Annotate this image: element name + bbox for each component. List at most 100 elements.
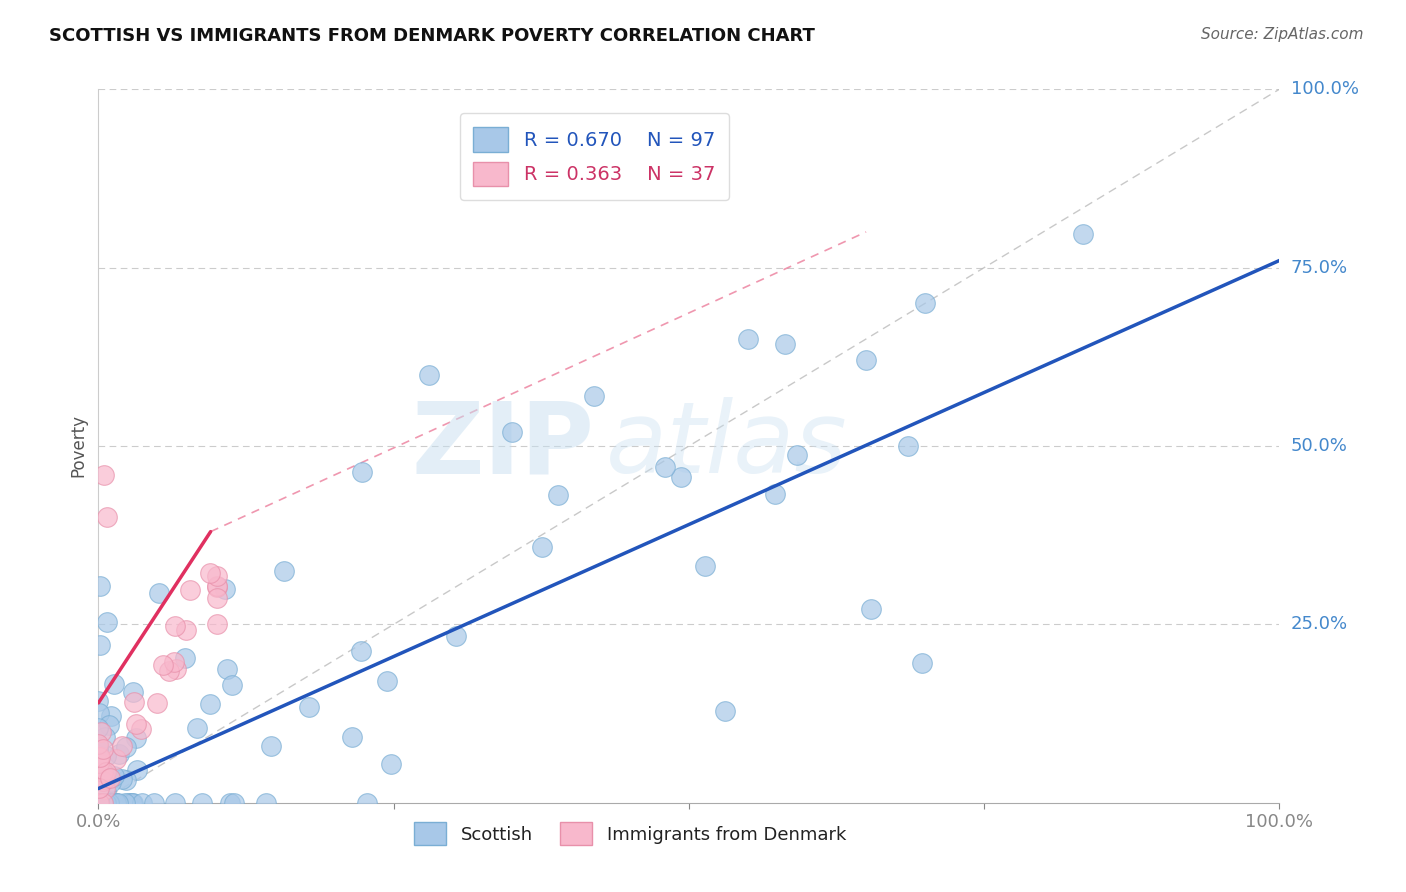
Point: [911, 657, 934, 671]
Point: [176, 623, 198, 637]
Point: [125, 731, 148, 745]
Point: [897, 439, 920, 453]
Point: [103, 677, 125, 691]
Point: [89, 579, 111, 593]
Point: [163, 796, 186, 810]
Point: [350, 644, 373, 658]
Point: [350, 466, 373, 480]
Point: [94, 772, 117, 787]
Point: [115, 772, 138, 787]
Point: [260, 739, 283, 753]
Point: [174, 651, 197, 665]
Point: [215, 662, 238, 676]
Point: [87, 796, 110, 810]
Point: [87, 721, 110, 735]
Point: [186, 721, 208, 735]
Point: [87, 796, 110, 810]
Point: [87, 756, 110, 771]
Point: [356, 796, 378, 810]
Point: [108, 747, 131, 761]
Point: [763, 487, 786, 501]
Point: [273, 564, 295, 578]
Point: [855, 353, 877, 368]
Point: [100, 709, 122, 723]
Point: [90, 796, 112, 810]
Point: [444, 629, 467, 643]
Point: [96, 796, 118, 810]
Point: [530, 540, 553, 554]
Point: [775, 337, 797, 351]
Point: [87, 796, 110, 810]
Point: [122, 695, 145, 709]
Point: [654, 460, 676, 475]
Point: [118, 796, 141, 810]
Point: [121, 796, 143, 810]
Point: [105, 796, 128, 810]
Point: [96, 749, 118, 764]
Point: [114, 740, 136, 755]
Point: [97, 796, 120, 810]
Point: [87, 796, 110, 810]
Point: [111, 739, 134, 754]
Point: [693, 559, 716, 574]
Point: [89, 750, 111, 764]
Point: [94, 783, 117, 797]
Point: [198, 566, 221, 581]
Point: [89, 771, 111, 785]
Point: [127, 763, 149, 777]
Point: [146, 696, 169, 710]
Point: [91, 765, 114, 780]
Point: [87, 706, 110, 720]
Point: [100, 775, 122, 789]
Point: [205, 617, 228, 632]
Point: [737, 332, 759, 346]
Point: [87, 739, 110, 754]
Legend: Scottish, Immigrants from Denmark: Scottish, Immigrants from Denmark: [401, 810, 859, 858]
Point: [96, 510, 118, 524]
Point: [87, 693, 110, 707]
Point: [583, 389, 606, 403]
Point: [375, 674, 398, 689]
Point: [98, 717, 121, 731]
Point: [96, 615, 118, 630]
Point: [87, 768, 110, 782]
Text: 25.0%: 25.0%: [1291, 615, 1348, 633]
Point: [93, 730, 115, 744]
Text: SCOTTISH VS IMMIGRANTS FROM DENMARK POVERTY CORRELATION CHART: SCOTTISH VS IMMIGRANTS FROM DENMARK POVE…: [49, 27, 815, 45]
Point: [254, 796, 277, 810]
Point: [87, 796, 110, 810]
Point: [94, 764, 117, 779]
Point: [218, 796, 240, 810]
Point: [104, 796, 127, 810]
Point: [714, 704, 737, 718]
Point: [89, 638, 111, 652]
Point: [380, 756, 402, 771]
Point: [107, 796, 129, 810]
Point: [87, 737, 110, 751]
Point: [157, 664, 180, 678]
Point: [191, 796, 214, 810]
Point: [104, 796, 127, 810]
Point: [418, 368, 440, 382]
Point: [125, 717, 148, 731]
Point: [98, 772, 121, 786]
Point: [165, 618, 187, 632]
Point: [298, 699, 321, 714]
Point: [860, 602, 883, 616]
Point: [205, 591, 228, 606]
Point: [89, 796, 111, 810]
Point: [87, 755, 110, 769]
Point: [162, 655, 184, 669]
Point: [221, 678, 243, 692]
Point: [111, 772, 134, 786]
Point: [122, 796, 145, 810]
Point: [148, 586, 170, 600]
Point: [222, 796, 245, 810]
Point: [91, 796, 114, 810]
Text: ZIP: ZIP: [412, 398, 595, 494]
Point: [87, 781, 110, 796]
Point: [87, 796, 110, 810]
Point: [94, 796, 117, 810]
Point: [93, 467, 115, 482]
Point: [205, 580, 228, 594]
